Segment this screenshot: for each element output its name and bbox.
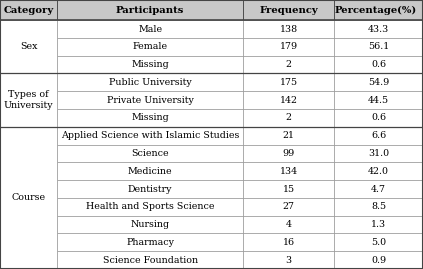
Text: Female: Female bbox=[132, 42, 168, 51]
Bar bbox=[334, 91, 423, 109]
Text: Frequency: Frequency bbox=[259, 6, 318, 15]
Bar bbox=[243, 251, 334, 269]
Text: 4.7: 4.7 bbox=[371, 185, 386, 193]
Bar bbox=[57, 73, 243, 91]
Bar bbox=[0, 0, 57, 20]
Bar bbox=[0, 20, 57, 73]
Text: Course: Course bbox=[11, 193, 46, 202]
Text: 3: 3 bbox=[286, 256, 292, 265]
Bar bbox=[334, 233, 423, 251]
Text: Percentage: Percentage bbox=[335, 6, 398, 15]
Bar bbox=[57, 216, 243, 233]
Text: Applied Science with Islamic Studies: Applied Science with Islamic Studies bbox=[61, 131, 239, 140]
Text: Health and Sports Science: Health and Sports Science bbox=[86, 202, 214, 211]
Text: (%): (%) bbox=[397, 6, 417, 15]
Bar bbox=[334, 198, 423, 216]
Bar bbox=[334, 0, 423, 20]
Bar bbox=[57, 56, 243, 73]
Bar bbox=[243, 91, 334, 109]
Text: 54.9: 54.9 bbox=[368, 78, 389, 87]
Bar bbox=[334, 216, 423, 233]
Bar bbox=[334, 162, 423, 180]
Text: Science: Science bbox=[132, 149, 169, 158]
Text: 16: 16 bbox=[283, 238, 295, 247]
Text: 1.3: 1.3 bbox=[371, 220, 386, 229]
Bar bbox=[243, 38, 334, 56]
Text: 4: 4 bbox=[286, 220, 292, 229]
Text: Participants: Participants bbox=[116, 6, 184, 15]
Bar bbox=[334, 145, 423, 162]
Bar bbox=[243, 180, 334, 198]
Bar bbox=[57, 162, 243, 180]
Text: Missing: Missing bbox=[131, 60, 169, 69]
Bar bbox=[57, 127, 243, 145]
Bar bbox=[57, 180, 243, 198]
Bar bbox=[243, 233, 334, 251]
Text: Private University: Private University bbox=[107, 96, 194, 105]
Text: Science Foundation: Science Foundation bbox=[103, 256, 198, 265]
Text: 21: 21 bbox=[283, 131, 295, 140]
Bar bbox=[57, 233, 243, 251]
Text: 138: 138 bbox=[280, 24, 298, 34]
Text: 15: 15 bbox=[283, 185, 295, 193]
Bar bbox=[243, 56, 334, 73]
Bar bbox=[334, 56, 423, 73]
Text: Nursing: Nursing bbox=[131, 220, 170, 229]
Bar bbox=[243, 73, 334, 91]
Bar bbox=[243, 162, 334, 180]
Text: Dentistry: Dentistry bbox=[128, 185, 173, 193]
Text: 0.6: 0.6 bbox=[371, 60, 386, 69]
Text: 44.5: 44.5 bbox=[368, 96, 389, 105]
Text: 0.6: 0.6 bbox=[371, 114, 386, 122]
Bar bbox=[243, 145, 334, 162]
Bar bbox=[334, 38, 423, 56]
Bar bbox=[57, 91, 243, 109]
Text: Male: Male bbox=[138, 24, 162, 34]
Text: 27: 27 bbox=[283, 202, 295, 211]
Bar bbox=[334, 251, 423, 269]
Bar bbox=[243, 216, 334, 233]
Bar bbox=[57, 198, 243, 216]
Text: 99: 99 bbox=[283, 149, 295, 158]
Text: Category: Category bbox=[3, 6, 54, 15]
Text: 2: 2 bbox=[286, 60, 292, 69]
Bar bbox=[57, 145, 243, 162]
Bar bbox=[57, 251, 243, 269]
Text: 56.1: 56.1 bbox=[368, 42, 389, 51]
Bar bbox=[57, 0, 243, 20]
Bar bbox=[243, 0, 334, 20]
Text: 31.0: 31.0 bbox=[368, 149, 389, 158]
Bar bbox=[57, 20, 243, 38]
Text: Missing: Missing bbox=[131, 114, 169, 122]
Text: 6.6: 6.6 bbox=[371, 131, 386, 140]
Text: 134: 134 bbox=[280, 167, 298, 176]
Bar bbox=[243, 127, 334, 145]
Bar bbox=[334, 109, 423, 127]
Text: 42.0: 42.0 bbox=[368, 167, 389, 176]
Text: 175: 175 bbox=[280, 78, 298, 87]
Text: 2: 2 bbox=[286, 114, 292, 122]
Text: 142: 142 bbox=[280, 96, 298, 105]
Text: Medicine: Medicine bbox=[128, 167, 173, 176]
Text: 43.3: 43.3 bbox=[368, 24, 389, 34]
Bar bbox=[334, 127, 423, 145]
Bar bbox=[334, 180, 423, 198]
Text: 0.9: 0.9 bbox=[371, 256, 386, 265]
Bar bbox=[57, 109, 243, 127]
Text: Types of
University: Types of University bbox=[4, 90, 53, 110]
Bar bbox=[334, 73, 423, 91]
Bar bbox=[243, 198, 334, 216]
Text: Public University: Public University bbox=[109, 78, 192, 87]
Bar bbox=[0, 73, 57, 127]
Bar bbox=[0, 127, 57, 269]
Bar bbox=[243, 109, 334, 127]
Text: 5.0: 5.0 bbox=[371, 238, 386, 247]
Bar bbox=[334, 20, 423, 38]
Text: Sex: Sex bbox=[20, 42, 37, 51]
Text: 179: 179 bbox=[280, 42, 298, 51]
Bar bbox=[243, 20, 334, 38]
Bar bbox=[57, 38, 243, 56]
Text: 8.5: 8.5 bbox=[371, 202, 386, 211]
Text: Pharmacy: Pharmacy bbox=[126, 238, 174, 247]
